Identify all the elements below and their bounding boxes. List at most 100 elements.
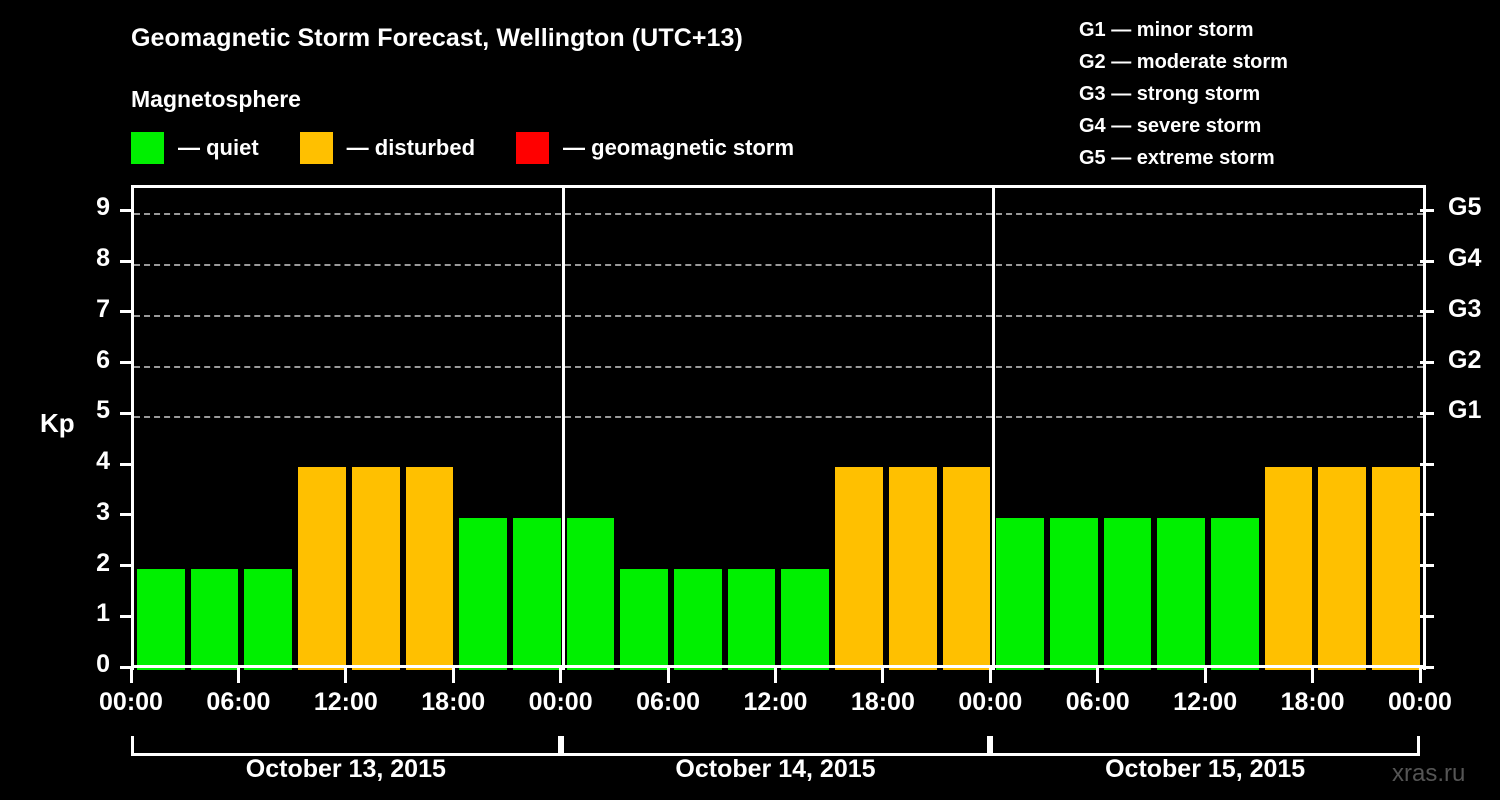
bar [1372,467,1420,670]
bar-slot [671,188,725,670]
g-scale-entry: G3 — strong storm [1079,83,1261,105]
x-tick [1311,668,1315,683]
bar [459,517,507,670]
g-axis-tick [1420,564,1434,568]
bar [1264,467,1313,670]
g-axis-tick [1420,310,1434,314]
day-bracket [990,736,1420,756]
bar-slot [1369,188,1423,670]
x-tick-label: 12:00 [743,688,808,716]
gridline [134,213,1423,216]
g-scale-entry: G1 — minor storm [1079,19,1254,41]
y-tick-label: 3 [96,497,110,526]
gridline [134,365,1423,368]
g-axis-tick [1420,462,1434,466]
bar [781,568,830,670]
g-axis-tick [1420,513,1434,517]
gridlines [134,188,1423,670]
x-tick [129,668,133,683]
x-tick [666,668,670,683]
bar [996,517,1044,670]
g-scale-list: G1 — minor storm G2 — moderate storm G3 — … [1079,14,1288,174]
bar-slot [1208,188,1262,670]
bar-slot [940,188,994,670]
y-tick [120,513,133,517]
x-tick [1203,668,1207,683]
bar-slot [1047,188,1101,670]
y-tick-label: 9 [96,193,110,222]
x-tick-label: 00:00 [528,688,593,716]
bar [137,568,185,670]
bar-series [134,188,1423,670]
bar [1318,467,1367,670]
y-tick [120,411,133,415]
day-separator [562,188,566,670]
bar-slot [295,188,349,670]
day-label: October 13, 2015 [245,755,446,783]
y-tick [120,361,133,365]
x-tick [344,668,348,683]
x-tick [236,668,240,683]
y-tick-label: 0 [96,650,110,678]
y-tick-label: 2 [96,548,110,577]
y-tick-label: 7 [96,294,110,323]
g-tick-label: G3 [1448,294,1482,323]
y-tick-label: 1 [96,599,110,628]
bar-slot [993,188,1047,670]
day-separators [134,188,1423,670]
day-label: October 14, 2015 [675,755,876,783]
bar-slot [1101,188,1155,670]
g-tick-label: G2 [1448,345,1482,374]
bar-slot [241,188,295,670]
bar-slot [886,188,940,670]
bar-slot [1154,188,1208,670]
bar [190,568,239,670]
x-tick [1418,668,1422,683]
x-axis-baseline [131,665,1423,668]
gridline [134,314,1423,317]
x-tick-label: 00:00 [958,688,1023,716]
bar-slot [617,188,671,670]
y-tick [120,310,133,314]
day-label: October 15, 2015 [1105,755,1306,783]
x-tick [1096,668,1100,683]
y-tick [120,564,133,568]
g-tick-label: G4 [1448,244,1482,273]
legend-item-label: — disturbed [346,135,476,160]
bar-slot [725,188,779,670]
y-tick [120,614,133,618]
bar [298,467,346,670]
plot-area [131,185,1426,670]
orange-swatch [299,132,333,164]
gridline [134,416,1423,419]
g-scale-entry: G2 — moderate storm [1079,51,1288,73]
g-tick-label: G5 [1448,193,1482,222]
g-axis-tick [1420,411,1434,415]
day-bracket [560,736,991,756]
x-tick-label: 06:00 [1065,688,1130,716]
bar [512,517,561,670]
bar-slot [349,188,403,670]
g-axis-tick [1420,361,1434,365]
y-tick [120,462,133,466]
x-tick-label: 18:00 [421,688,486,716]
bar-slot [456,188,510,670]
bar-slot [134,188,188,670]
bar [1103,517,1152,670]
x-tick [559,668,563,683]
page-title: Geomagnetic Storm Forecast, Wellington (… [131,24,743,52]
legend-item-label: — geomagnetic storm [563,135,795,160]
bar-slot [1315,188,1369,670]
y-tick-label: 6 [96,345,110,374]
x-tick-label: 18:00 [850,688,915,716]
bar [1049,517,1098,670]
g-scale-entry: G4 — severe storm [1079,115,1262,137]
green-swatch [131,132,164,164]
x-tick [774,668,777,683]
x-tick-label: 06:00 [206,688,271,716]
bar-slot [778,188,832,670]
x-tick-label: 00:00 [99,688,163,716]
bar [1211,517,1259,670]
x-tick [988,668,992,683]
